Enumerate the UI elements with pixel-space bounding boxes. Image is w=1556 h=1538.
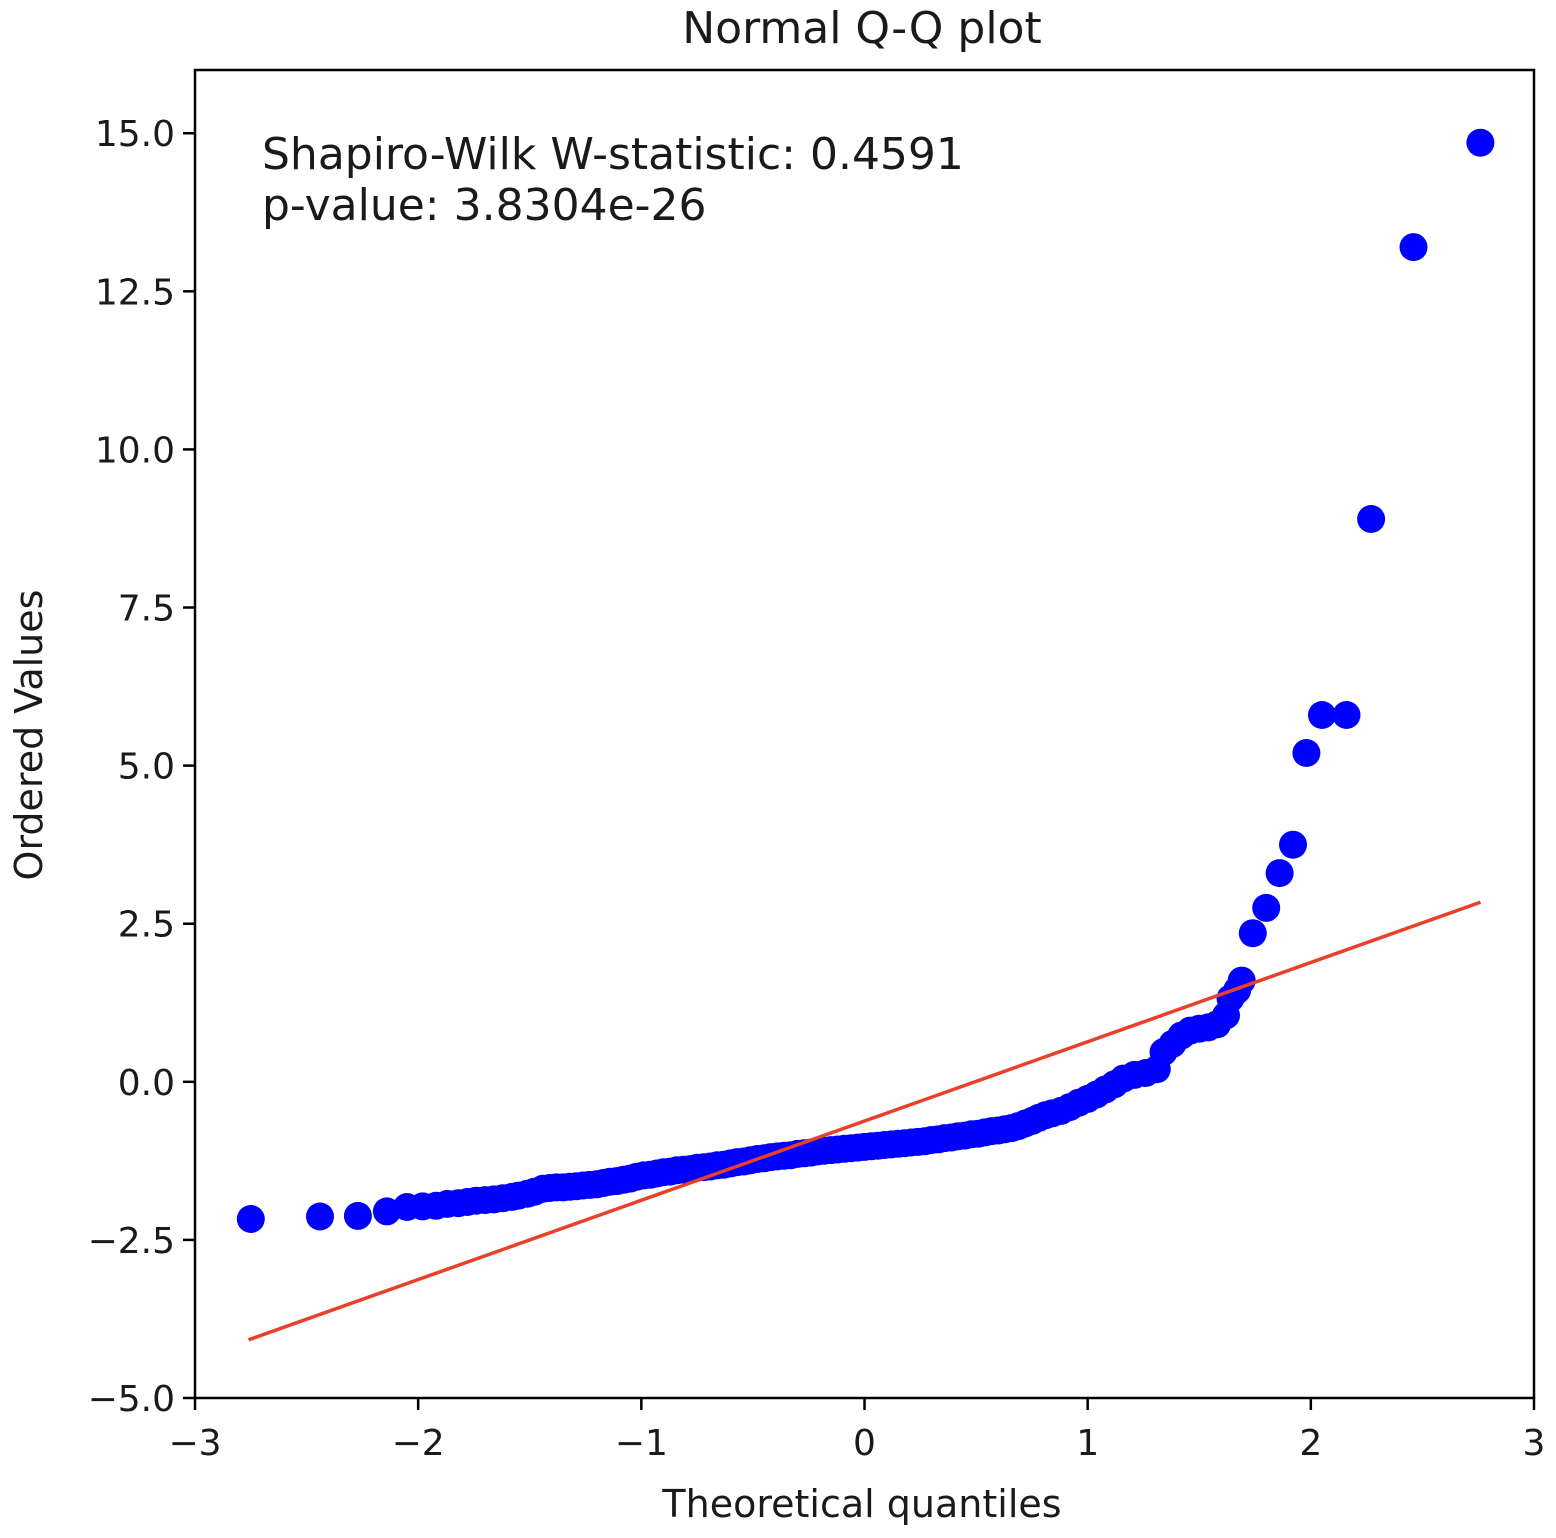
data-point	[1279, 830, 1307, 859]
y-tick-label: 7.5	[118, 589, 175, 630]
data-point	[1308, 701, 1336, 729]
y-axis-ticks: −5.0 −2.5 0.0 2.5 5.0 7.5 10.0 12.5 15.0	[88, 114, 195, 1420]
x-tick-label: 3	[1523, 1423, 1546, 1464]
y-tick-label: 2.5	[118, 905, 175, 946]
data-point	[1466, 128, 1495, 157]
x-tick-label: −2	[392, 1423, 445, 1464]
x-tick-label: −3	[168, 1423, 221, 1464]
x-tick-label: 2	[1299, 1423, 1322, 1464]
annotation-p-value: p-value: 3.8304e-26	[262, 180, 707, 231]
y-tick-label: 12.5	[95, 272, 175, 313]
x-axis-label: Theoretical quantiles	[661, 1482, 1061, 1526]
data-points	[236, 128, 1495, 1233]
x-tick-label: −1	[615, 1423, 668, 1464]
chart-title: Normal Q-Q plot	[682, 3, 1041, 54]
data-point	[306, 1202, 334, 1231]
annotation-w-statistic: Shapiro-Wilk W-statistic: 0.4591	[262, 129, 964, 180]
y-tick-label: −5.0	[88, 1379, 175, 1420]
data-point	[1332, 701, 1361, 729]
data-point	[1292, 739, 1321, 767]
fit-line	[247, 900, 1482, 1342]
y-tick-label: 10.0	[95, 430, 175, 471]
x-tick-label: 1	[1076, 1423, 1099, 1464]
data-point	[236, 1205, 265, 1233]
x-axis-ticks: −3 −2 −1 0 1 2 3	[168, 1398, 1545, 1464]
data-point	[343, 1201, 372, 1230]
data-point	[1357, 505, 1386, 533]
fit-line-layer	[247, 900, 1482, 1342]
y-tick-label: 0.0	[118, 1063, 175, 1104]
y-tick-label: −2.5	[88, 1221, 175, 1262]
data-point	[1238, 919, 1267, 948]
x-tick-label: 0	[853, 1423, 876, 1464]
y-tick-label: 5.0	[118, 747, 175, 788]
data-point	[1399, 233, 1428, 262]
data-point	[1265, 859, 1294, 888]
y-tick-label: 15.0	[95, 114, 175, 155]
y-axis-label: Ordered Values	[7, 590, 51, 881]
data-point	[1252, 893, 1281, 922]
data-point	[1227, 966, 1256, 995]
